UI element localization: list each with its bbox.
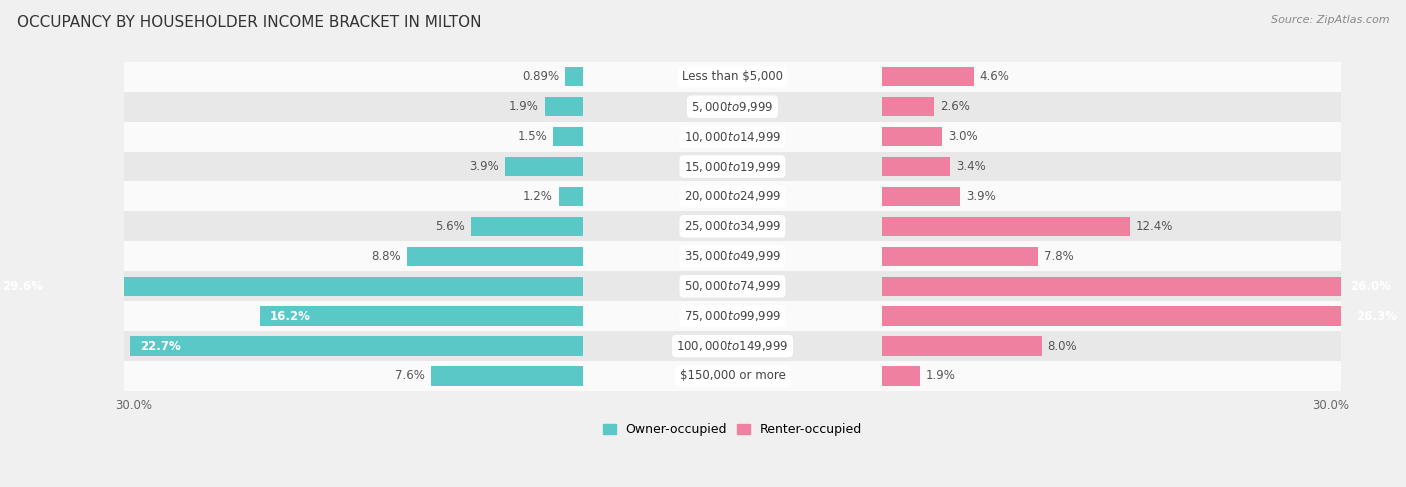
Text: $20,000 to $24,999: $20,000 to $24,999 bbox=[683, 189, 782, 204]
Bar bbox=[124, 242, 1341, 271]
Bar bbox=[124, 151, 1341, 182]
Bar bbox=[882, 366, 920, 386]
Bar bbox=[882, 337, 1042, 356]
Text: 4.6%: 4.6% bbox=[980, 70, 1010, 83]
Text: $150,000 or more: $150,000 or more bbox=[679, 370, 786, 382]
Text: $50,000 to $74,999: $50,000 to $74,999 bbox=[683, 279, 782, 293]
Bar bbox=[124, 62, 1341, 92]
Text: Source: ZipAtlas.com: Source: ZipAtlas.com bbox=[1271, 15, 1389, 25]
Bar bbox=[124, 92, 1341, 122]
Text: 8.8%: 8.8% bbox=[371, 250, 401, 263]
Bar bbox=[124, 211, 1341, 242]
Bar bbox=[0, 277, 583, 296]
Text: $5,000 to $9,999: $5,000 to $9,999 bbox=[692, 100, 773, 113]
Text: 7.8%: 7.8% bbox=[1043, 250, 1073, 263]
Bar bbox=[505, 157, 583, 176]
Bar bbox=[124, 331, 1341, 361]
Bar bbox=[124, 271, 1341, 301]
Text: OCCUPANCY BY HOUSEHOLDER INCOME BRACKET IN MILTON: OCCUPANCY BY HOUSEHOLDER INCOME BRACKET … bbox=[17, 15, 481, 30]
Bar bbox=[408, 246, 583, 266]
Bar bbox=[260, 306, 583, 326]
Bar bbox=[882, 217, 1129, 236]
Text: 2.6%: 2.6% bbox=[941, 100, 970, 113]
Bar bbox=[560, 187, 583, 206]
Bar bbox=[124, 122, 1341, 151]
Bar bbox=[546, 97, 583, 116]
Text: 16.2%: 16.2% bbox=[270, 310, 311, 322]
Text: 1.9%: 1.9% bbox=[509, 100, 538, 113]
Text: 5.6%: 5.6% bbox=[436, 220, 465, 233]
Text: 1.5%: 1.5% bbox=[517, 130, 547, 143]
Bar bbox=[882, 306, 1406, 326]
Text: 3.9%: 3.9% bbox=[470, 160, 499, 173]
Bar bbox=[471, 217, 583, 236]
Text: 0.89%: 0.89% bbox=[522, 70, 560, 83]
Bar bbox=[882, 277, 1400, 296]
Text: Less than $5,000: Less than $5,000 bbox=[682, 70, 783, 83]
Bar bbox=[882, 127, 942, 146]
Text: 1.2%: 1.2% bbox=[523, 190, 553, 203]
Bar bbox=[129, 337, 583, 356]
Bar bbox=[124, 301, 1341, 331]
Text: 26.0%: 26.0% bbox=[1350, 280, 1391, 293]
Text: 26.3%: 26.3% bbox=[1355, 310, 1396, 322]
Bar bbox=[553, 127, 583, 146]
Bar bbox=[124, 182, 1341, 211]
Bar bbox=[124, 361, 1341, 391]
Bar bbox=[565, 67, 583, 86]
Text: 3.0%: 3.0% bbox=[948, 130, 977, 143]
Text: $10,000 to $14,999: $10,000 to $14,999 bbox=[683, 130, 782, 144]
Text: $25,000 to $34,999: $25,000 to $34,999 bbox=[683, 219, 782, 233]
Bar bbox=[432, 366, 583, 386]
Bar bbox=[882, 187, 960, 206]
Text: $100,000 to $149,999: $100,000 to $149,999 bbox=[676, 339, 789, 353]
Text: 1.9%: 1.9% bbox=[927, 370, 956, 382]
Legend: Owner-occupied, Renter-occupied: Owner-occupied, Renter-occupied bbox=[598, 418, 868, 441]
Text: 29.6%: 29.6% bbox=[3, 280, 44, 293]
Text: 3.4%: 3.4% bbox=[956, 160, 986, 173]
Text: 7.6%: 7.6% bbox=[395, 370, 425, 382]
Bar bbox=[882, 246, 1038, 266]
Text: $35,000 to $49,999: $35,000 to $49,999 bbox=[683, 249, 782, 263]
Text: 8.0%: 8.0% bbox=[1047, 339, 1077, 353]
Text: $75,000 to $99,999: $75,000 to $99,999 bbox=[683, 309, 782, 323]
Bar bbox=[882, 157, 950, 176]
Bar bbox=[882, 97, 934, 116]
Text: 22.7%: 22.7% bbox=[141, 339, 181, 353]
Text: 3.9%: 3.9% bbox=[966, 190, 995, 203]
Bar bbox=[882, 67, 974, 86]
Text: 12.4%: 12.4% bbox=[1136, 220, 1173, 233]
Text: $15,000 to $19,999: $15,000 to $19,999 bbox=[683, 160, 782, 173]
